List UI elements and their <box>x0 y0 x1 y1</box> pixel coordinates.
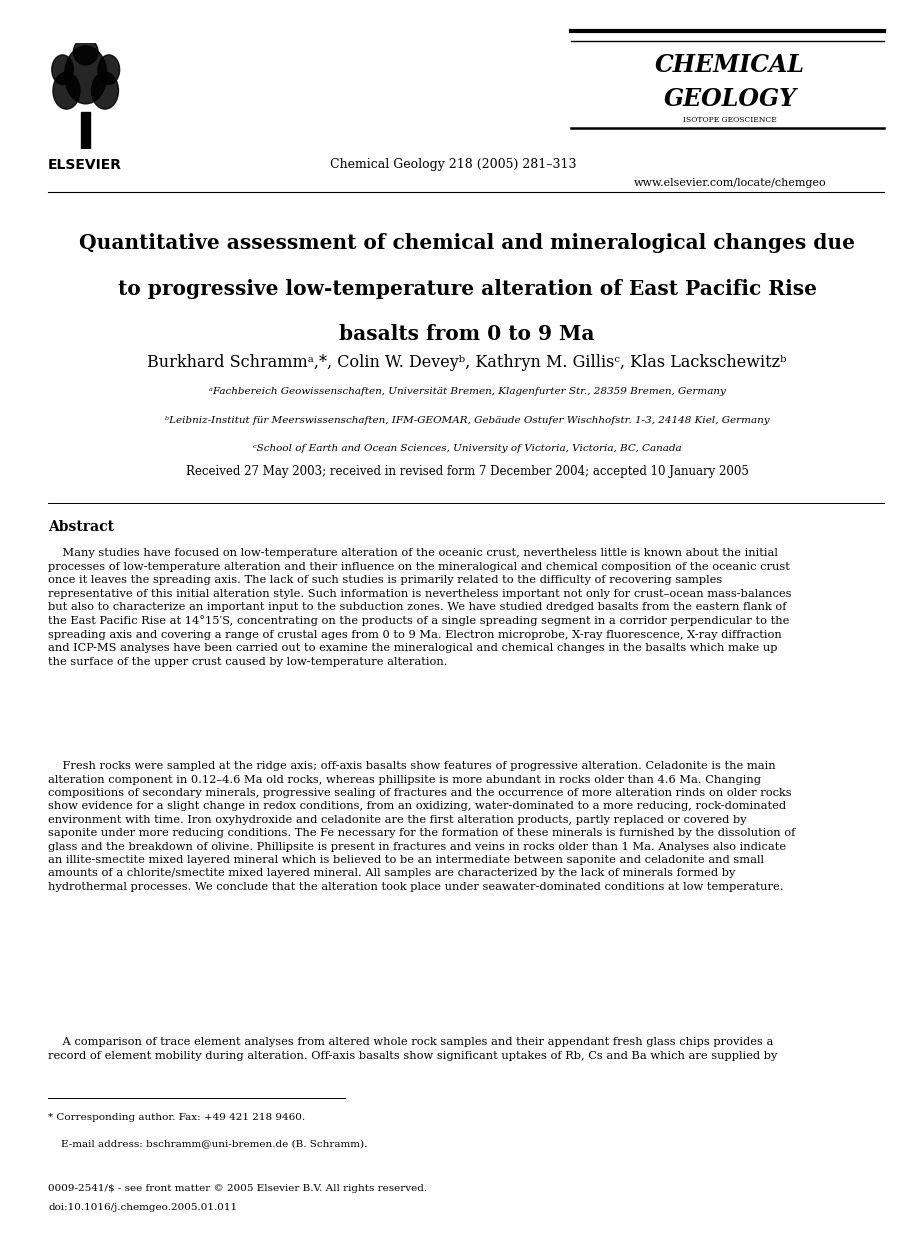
Text: ELSEVIER: ELSEVIER <box>48 158 122 172</box>
Text: to progressive low-temperature alteration of East Pacific Rise: to progressive low-temperature alteratio… <box>118 279 816 298</box>
Ellipse shape <box>73 38 98 64</box>
Text: ᵃFachbereich Geowissenschaften, Universität Bremen, Klagenfurter Str., 28359 Bre: ᵃFachbereich Geowissenschaften, Universi… <box>209 387 726 396</box>
Ellipse shape <box>53 72 80 109</box>
Text: ᵇLeibniz-Institut für Meerswissenschaften, IFM-GEOMAR, Gebäude Ostufer Wischhofs: ᵇLeibniz-Institut für Meerswissenschafte… <box>165 416 769 425</box>
Text: Chemical Geology 218 (2005) 281–313: Chemical Geology 218 (2005) 281–313 <box>330 158 577 172</box>
Ellipse shape <box>52 54 73 84</box>
Text: Abstract: Abstract <box>48 520 114 534</box>
Bar <box>81 111 91 149</box>
Text: Quantitative assessment of chemical and mineralogical changes due: Quantitative assessment of chemical and … <box>79 233 855 253</box>
Text: A comparison of trace element analyses from altered whole rock samples and their: A comparison of trace element analyses f… <box>48 1037 777 1061</box>
Text: www.elsevier.com/locate/chemgeo: www.elsevier.com/locate/chemgeo <box>634 178 826 188</box>
Text: Many studies have focused on low-temperature alteration of the oceanic crust, ne: Many studies have focused on low-tempera… <box>48 548 792 666</box>
Text: E-mail address: bschramm@uni-bremen.de (B. Schramm).: E-mail address: bschramm@uni-bremen.de (… <box>48 1139 367 1148</box>
Text: ᶜSchool of Earth and Ocean Sciences, University of Victoria, Victoria, BC, Canad: ᶜSchool of Earth and Ocean Sciences, Uni… <box>253 444 681 453</box>
Text: 0009-2541/$ - see front matter © 2005 Elsevier B.V. All rights reserved.: 0009-2541/$ - see front matter © 2005 El… <box>48 1184 427 1192</box>
Text: * Corresponding author. Fax: +49 421 218 9460.: * Corresponding author. Fax: +49 421 218… <box>48 1113 305 1122</box>
Text: GEOLOGY: GEOLOGY <box>664 87 796 110</box>
Text: Burkhard Schrammᵃ,*, Colin W. Deveyᵇ, Kathryn M. Gillisᶜ, Klas Lackschewitzᵇ: Burkhard Schrammᵃ,*, Colin W. Deveyᵇ, Ka… <box>147 354 787 371</box>
Text: basalts from 0 to 9 Ma: basalts from 0 to 9 Ma <box>339 324 595 344</box>
Text: Fresh rocks were sampled at the ridge axis; off-axis basalts show features of pr: Fresh rocks were sampled at the ridge ax… <box>48 761 795 891</box>
Ellipse shape <box>92 72 119 109</box>
Ellipse shape <box>64 46 107 104</box>
Text: ISOTOPE GEOSCIENCE: ISOTOPE GEOSCIENCE <box>683 116 777 124</box>
Ellipse shape <box>98 54 120 84</box>
Text: Received 27 May 2003; received in revised form 7 December 2004; accepted 10 Janu: Received 27 May 2003; received in revise… <box>186 465 748 479</box>
Text: doi:10.1016/j.chemgeo.2005.01.011: doi:10.1016/j.chemgeo.2005.01.011 <box>48 1203 238 1212</box>
Text: CHEMICAL: CHEMICAL <box>655 53 805 77</box>
